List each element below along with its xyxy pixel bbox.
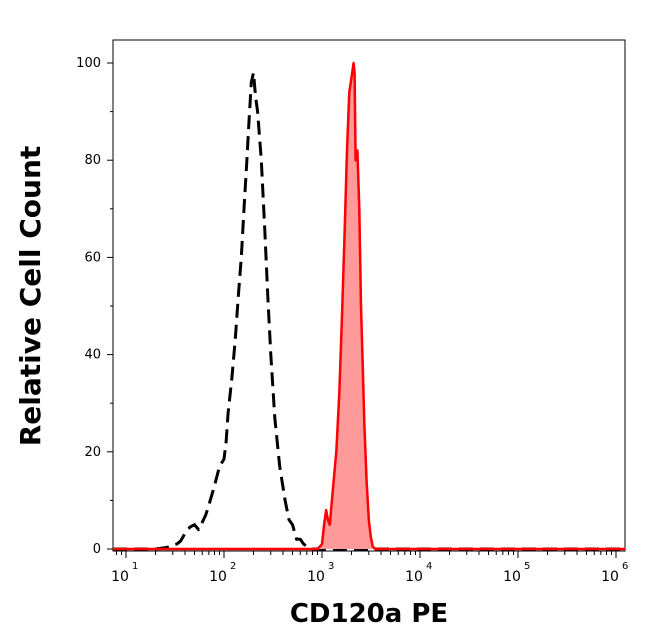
x-tick-exponent: 4 [426, 561, 432, 572]
x-tick-label: 10 [405, 569, 423, 585]
series-layer [113, 61, 625, 551]
y-tick-label: 0 [93, 542, 101, 557]
x-tick-exponent: 3 [328, 561, 334, 572]
x-tick-exponent: 6 [622, 561, 628, 572]
x-tick-label: 10 [111, 569, 129, 585]
y-axis-label: Relative Cell Count [14, 146, 47, 447]
plot-area-frame [112, 39, 626, 552]
x-tick-label: 10 [307, 569, 325, 585]
y-tick-label: 40 [84, 348, 101, 363]
series-1-line [113, 71, 625, 551]
x-axis-label: CD120a PE [290, 599, 448, 629]
y-tick-label: 20 [84, 445, 101, 460]
y-tick-label: 100 [76, 56, 101, 71]
x-tick-label: 10 [503, 569, 521, 585]
y-tick-label: 60 [84, 250, 101, 265]
x-tick-exponent: 1 [132, 561, 138, 572]
x-tick-exponent: 2 [230, 561, 236, 572]
x-tick-exponent: 5 [524, 561, 530, 572]
x-tick-label: 10 [601, 569, 619, 585]
x-tick-label: 10 [209, 569, 227, 585]
y-tick-label: 80 [84, 153, 101, 168]
y-axis: 0 20 40 60 80 100 [76, 56, 113, 557]
series-2-line [113, 61, 625, 551]
